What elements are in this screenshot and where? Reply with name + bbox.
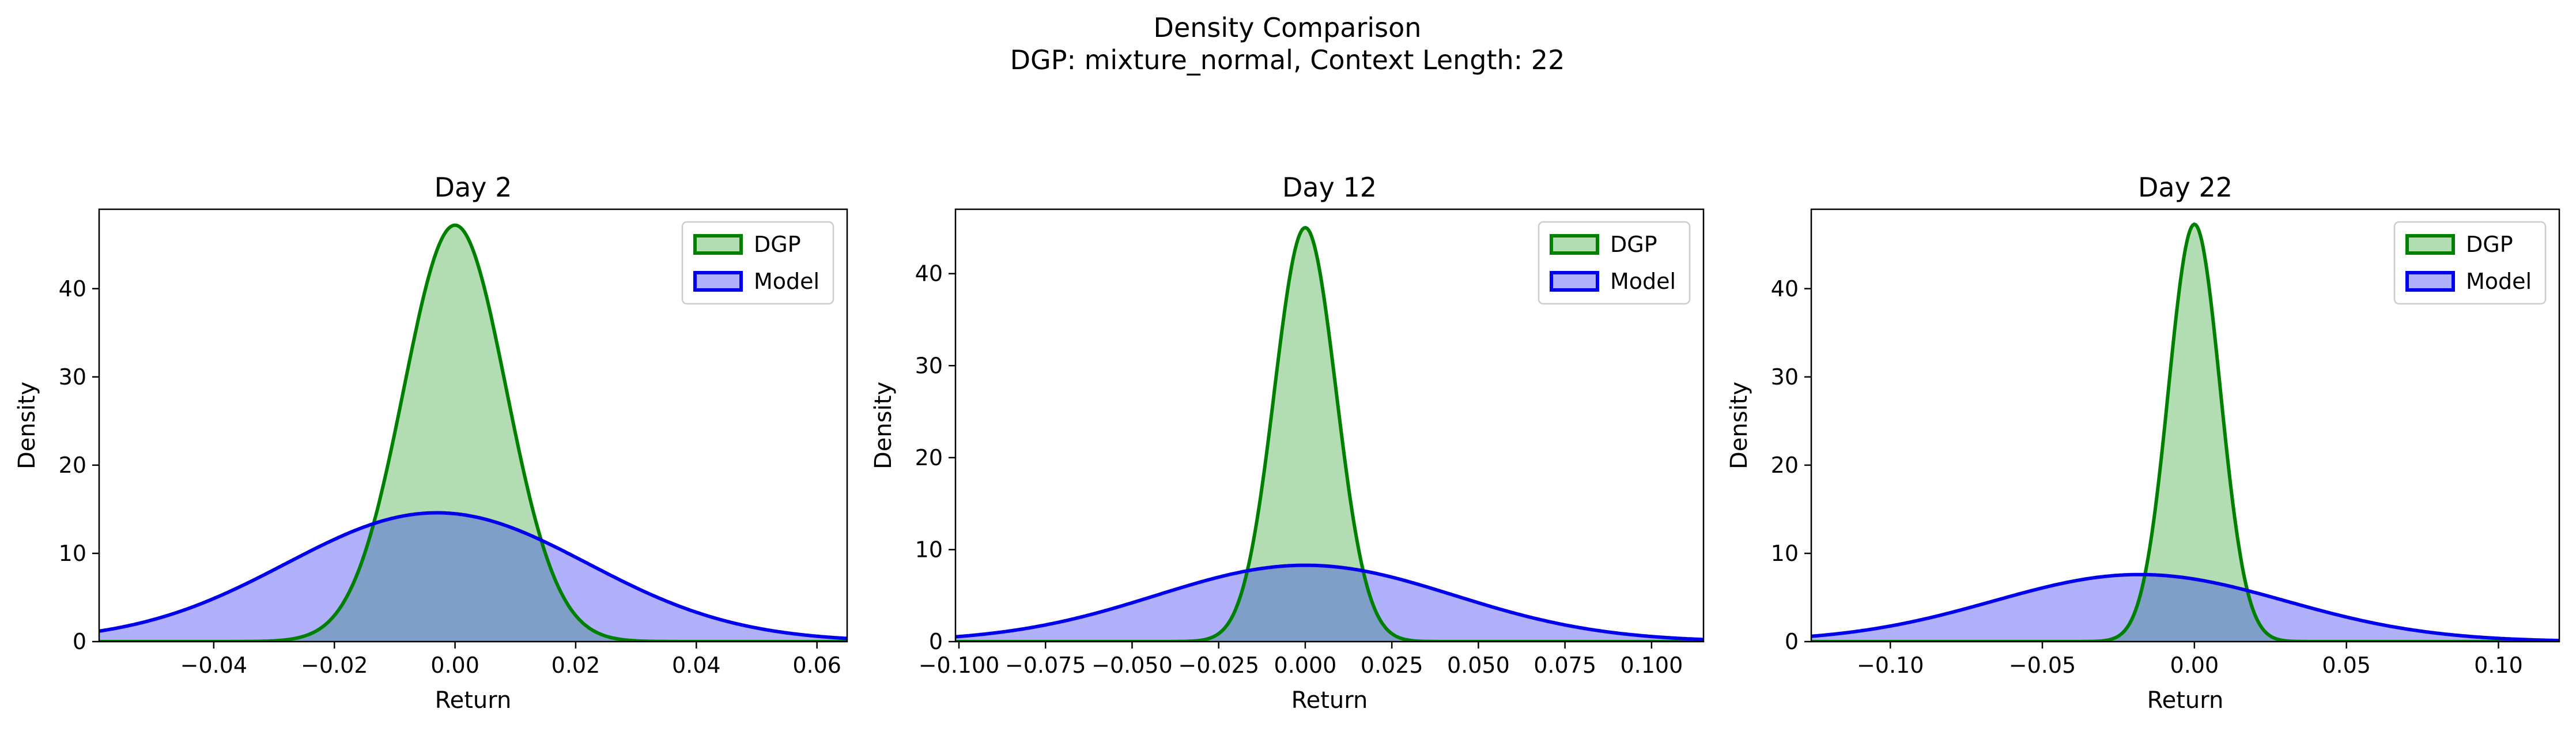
y-tick-label: 10 bbox=[915, 537, 943, 562]
y-tick-label: 30 bbox=[59, 364, 86, 390]
panel-title: Day 22 bbox=[2138, 172, 2233, 203]
x-tick-label: 0.025 bbox=[1361, 653, 1423, 678]
x-tick-label: 0.04 bbox=[672, 653, 721, 678]
x-tick-label: 0.06 bbox=[792, 653, 841, 678]
y-tick-label: 40 bbox=[915, 261, 943, 287]
x-tick-label: 0.10 bbox=[2474, 653, 2523, 678]
panels: −0.04 −0.02 0.00 0.02 0.04 0.06 0 10 20 30 40 Day 2… bbox=[14, 172, 2560, 714]
x-tick-label: −0.075 bbox=[1005, 653, 1086, 678]
legend-swatch-model bbox=[693, 271, 743, 292]
chart-panel-3: −0.10 −0.05 0.00 0.05 0.10 0 10 20 30 40 Day 22 Ret… bbox=[1726, 172, 2560, 714]
x-tick-label: 0.00 bbox=[430, 653, 479, 678]
y-tick-label: 40 bbox=[1771, 276, 1799, 301]
x-tick-label: 0.100 bbox=[1620, 653, 1683, 678]
legend-swatch-model bbox=[2405, 271, 2455, 292]
axes-frame bbox=[98, 208, 848, 643]
legend-label: Model bbox=[2466, 269, 2532, 294]
x-tick-label: 0.00 bbox=[2170, 653, 2219, 678]
y-tick-label: 10 bbox=[59, 541, 86, 566]
y-axis-label: Density bbox=[870, 382, 897, 469]
axes-frame bbox=[954, 208, 1705, 643]
overlap-area bbox=[99, 512, 847, 642]
y-tick-label: 20 bbox=[915, 445, 943, 470]
figure-title-line1: Density Comparison bbox=[1154, 12, 1422, 43]
legend-label: Model bbox=[1610, 269, 1676, 294]
legend: DGP Model bbox=[1538, 221, 1691, 305]
x-tick-label: −0.04 bbox=[180, 653, 247, 678]
y-tick-label: 30 bbox=[915, 353, 943, 378]
y-tick-label: 40 bbox=[59, 276, 86, 301]
legend-swatch-dgp bbox=[2405, 234, 2455, 255]
panel-title: Day 2 bbox=[435, 172, 512, 203]
dgp-density-line bbox=[99, 223, 847, 642]
x-tick-label: 0.050 bbox=[1447, 653, 1510, 678]
x-tick-label: 0.05 bbox=[2322, 653, 2371, 678]
overlap-area bbox=[1811, 574, 2559, 642]
x-tick-label: −0.05 bbox=[2009, 653, 2076, 678]
legend-label: Model bbox=[754, 269, 819, 294]
x-tick-label: −0.10 bbox=[1857, 653, 1924, 678]
y-axis-label: Density bbox=[14, 382, 40, 469]
dgp-density-area bbox=[1811, 224, 2559, 642]
x-axis-label: Return bbox=[435, 687, 512, 714]
legend: DGP Model bbox=[2393, 221, 2547, 305]
dgp-density-line bbox=[1811, 222, 2559, 642]
y-tick-label: 20 bbox=[1771, 453, 1799, 478]
y-tick-label: 30 bbox=[1771, 364, 1799, 390]
y-tick-label: 20 bbox=[59, 453, 86, 478]
x-tick-label: −0.100 bbox=[919, 653, 1000, 678]
y-tick-label: 10 bbox=[1771, 541, 1799, 566]
plot-area bbox=[99, 223, 847, 642]
x-axis-label: Return bbox=[2147, 687, 2224, 714]
x-tick-label: −0.02 bbox=[301, 653, 368, 678]
y-axis-label: Density bbox=[1726, 382, 1752, 469]
x-tick-label: −0.025 bbox=[1178, 653, 1259, 678]
chart-panel-1: −0.04 −0.02 0.00 0.02 0.04 0.06 0 10 20 30 40 Day 2… bbox=[14, 172, 848, 714]
legend-label: DGP bbox=[1610, 232, 1657, 257]
plot-area bbox=[955, 225, 1704, 642]
dgp-density-area bbox=[955, 227, 1704, 642]
chart-panel-2: −0.100 −0.075 −0.050 −0.025 0.000 0.025 0.050 0… bbox=[870, 172, 1705, 714]
axes-frame bbox=[1810, 208, 2560, 643]
panel-title: Day 12 bbox=[1282, 172, 1377, 203]
figure-title-line2: DGP: mixture_normal, Context Length: 22 bbox=[1010, 44, 1565, 76]
y-tick-label: 0 bbox=[929, 629, 943, 654]
model-density-line bbox=[99, 511, 847, 640]
legend-swatch-dgp bbox=[1550, 234, 1599, 255]
x-tick-label: 0.075 bbox=[1533, 653, 1596, 678]
overlap-area bbox=[955, 565, 1704, 642]
plot-area bbox=[1811, 222, 2559, 642]
legend-swatch-dgp bbox=[693, 234, 743, 255]
legend-swatch-model bbox=[1550, 271, 1599, 292]
model-density-line bbox=[955, 563, 1704, 642]
y-tick-label: 0 bbox=[73, 629, 86, 654]
model-density-line bbox=[1811, 572, 2559, 642]
x-axis-label: Return bbox=[1291, 687, 1368, 714]
x-tick-label: −0.050 bbox=[1091, 653, 1173, 678]
dgp-density-line bbox=[955, 225, 1704, 642]
legend: DGP Model bbox=[681, 221, 834, 305]
x-tick-label: 0.02 bbox=[552, 653, 600, 678]
legend-label: DGP bbox=[754, 232, 801, 257]
x-tick-label: 0.000 bbox=[1274, 653, 1337, 678]
dgp-density-area bbox=[99, 225, 847, 642]
y-tick-label: 0 bbox=[1785, 629, 1799, 654]
legend-label: DGP bbox=[2466, 232, 2513, 257]
